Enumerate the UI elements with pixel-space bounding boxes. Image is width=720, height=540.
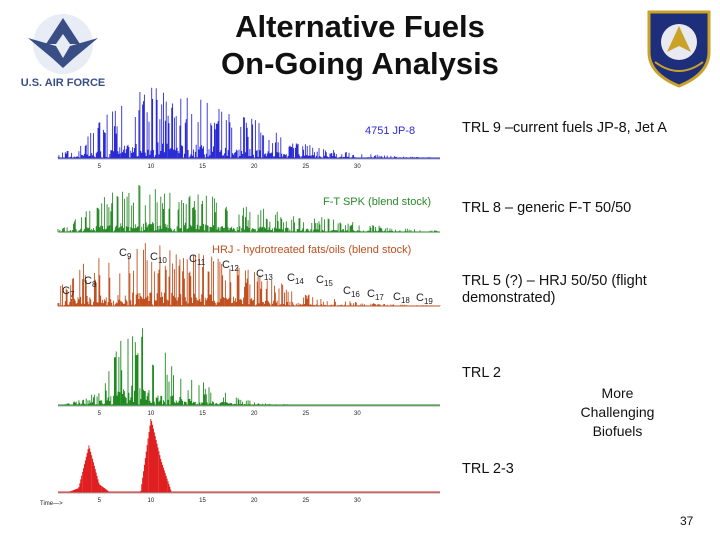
note-line-2: Challenging xyxy=(580,404,655,420)
x-tick-label: 25 xyxy=(302,411,309,417)
peak-label: C15 xyxy=(316,274,333,288)
x-tick-label: 25 xyxy=(302,498,309,504)
series-trace-3 xyxy=(58,328,294,405)
series-layer xyxy=(57,87,441,493)
logo-wings xyxy=(28,38,98,68)
air-force-logo: U.S. AIR FORCE xyxy=(21,14,106,89)
x-tick-label: 20 xyxy=(251,164,258,170)
peak-label: C9 xyxy=(119,247,132,261)
peak-label: C7 xyxy=(62,285,75,299)
x-tick-label: 20 xyxy=(251,498,258,504)
afrl-emblem xyxy=(647,10,711,88)
time-axis-label: Time—> xyxy=(40,501,63,507)
more-challenging-biofuels-note: More Challenging Biofuels xyxy=(545,384,690,441)
x-tick-label: 15 xyxy=(199,164,206,170)
trl-9-label: TRL 9 –current fuels JP-8, Jet A xyxy=(462,120,667,136)
peak-label: C11 xyxy=(189,253,206,267)
x-tick-label: 10 xyxy=(148,498,155,504)
x-tick-label: 10 xyxy=(148,411,155,417)
x-tick-label: 5 xyxy=(98,498,102,504)
title-line-1: Alternative Fuels xyxy=(235,9,485,44)
series-trace-0 xyxy=(57,87,441,158)
x-tick-label: 5 xyxy=(98,164,102,170)
series-label-jp8: 4751 JP-8 xyxy=(365,125,415,137)
note-line-3: Biofuels xyxy=(592,423,643,439)
x-tick-label: 30 xyxy=(354,498,361,504)
logo-glow xyxy=(33,14,93,74)
peak-label: C12 xyxy=(222,259,239,273)
x-tick-label: 20 xyxy=(251,411,258,417)
peak-label: C13 xyxy=(256,268,273,282)
trl-2-label: TRL 2 xyxy=(462,365,501,381)
trl-2-3-label: TRL 2-3 xyxy=(462,461,514,477)
logo-text: U.S. AIR FORCE xyxy=(21,77,106,89)
peak-label: C19 xyxy=(416,292,433,306)
peak-label: C8 xyxy=(84,275,97,289)
title-line-2: On-Going Analysis xyxy=(221,46,499,81)
x-tick-label: 25 xyxy=(302,164,309,170)
x-tick-label: 15 xyxy=(199,411,206,417)
series-label-hrj: HRJ - hydrotreated fats/oils (blend stoc… xyxy=(212,244,411,256)
series-trace-1 xyxy=(57,185,441,232)
emblem-arrow-icon xyxy=(667,26,691,52)
trl-5-label: TRL 5 (?) – HRJ 50/50 (flight demonstrat… xyxy=(462,273,647,306)
logo-star-top xyxy=(46,18,80,44)
series-label-ft-spk: F-T SPK (blend stock) xyxy=(323,196,431,208)
trl-8-label: TRL 8 – generic F-T 50/50 xyxy=(462,200,632,216)
peak-label: C14 xyxy=(287,272,304,286)
page-number: 37 xyxy=(680,514,694,528)
emblem-banner xyxy=(654,61,704,72)
peak-label: C10 xyxy=(150,251,167,265)
slide-title: Alternative Fuels On-Going Analysis xyxy=(170,8,550,82)
series-trace-4 xyxy=(68,419,172,492)
x-tick-label: 15 xyxy=(199,498,206,504)
axis-layer: 5 10 15 20 25 30 5 10 15 20 25 30 5 10 15 20 25 30 xyxy=(58,158,440,504)
note-line-1: More xyxy=(601,385,634,401)
x-tick-label: 30 xyxy=(354,164,361,170)
x-tick-label: 30 xyxy=(354,411,361,417)
peak-label: C18 xyxy=(393,291,410,305)
peak-labels: C7 C8 C9 C10 C11 C12 C13 C14 C15 C16 C17… xyxy=(62,247,433,306)
x-tick-label: 10 xyxy=(148,164,155,170)
x-tick-label: 5 xyxy=(98,411,102,417)
peak-label: C16 xyxy=(343,285,360,299)
peak-label: C17 xyxy=(367,288,384,302)
